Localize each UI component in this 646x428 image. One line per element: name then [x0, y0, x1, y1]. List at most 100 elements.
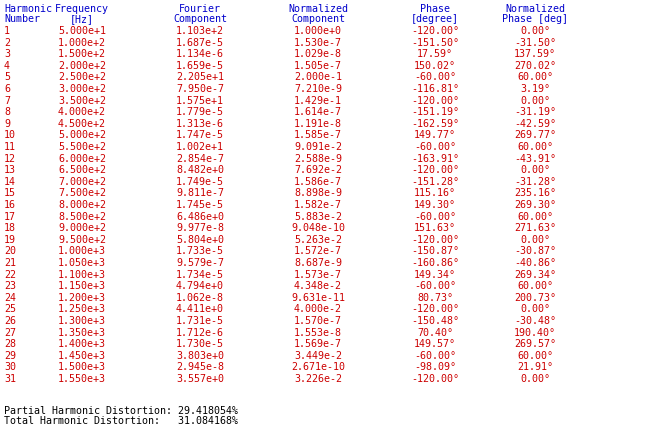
Text: 0.00°: 0.00° [520, 95, 550, 106]
Text: 1.585e-7: 1.585e-7 [294, 131, 342, 140]
Text: 6.486e+0: 6.486e+0 [176, 211, 224, 222]
Text: 5.000e+2: 5.000e+2 [58, 131, 106, 140]
Text: -30.87°: -30.87° [514, 247, 556, 256]
Text: 1.134e-6: 1.134e-6 [176, 49, 224, 59]
Text: 5.000e+1: 5.000e+1 [58, 26, 106, 36]
Text: 8: 8 [4, 107, 10, 117]
Text: 0.00°: 0.00° [520, 304, 550, 315]
Text: 149.57°: 149.57° [414, 339, 456, 349]
Text: 0.00°: 0.00° [520, 235, 550, 245]
Text: 1.250e+3: 1.250e+3 [58, 304, 106, 315]
Text: 17.59°: 17.59° [417, 49, 453, 59]
Text: 1.103e+2: 1.103e+2 [176, 26, 224, 36]
Text: 1.050e+3: 1.050e+3 [58, 258, 106, 268]
Text: -120.00°: -120.00° [411, 165, 459, 175]
Text: 9.000e+2: 9.000e+2 [58, 223, 106, 233]
Text: -162.59°: -162.59° [411, 119, 459, 129]
Text: 1.575e+1: 1.575e+1 [176, 95, 224, 106]
Text: Component: Component [173, 14, 227, 24]
Text: [degree]: [degree] [411, 14, 459, 24]
Text: 1.586e-7: 1.586e-7 [294, 177, 342, 187]
Text: 8.687e-9: 8.687e-9 [294, 258, 342, 268]
Text: -60.00°: -60.00° [414, 281, 456, 291]
Text: 1.582e-7: 1.582e-7 [294, 200, 342, 210]
Text: 9.500e+2: 9.500e+2 [58, 235, 106, 245]
Text: [Hz]: [Hz] [70, 14, 94, 24]
Text: 20: 20 [4, 247, 16, 256]
Text: 0.00°: 0.00° [520, 26, 550, 36]
Text: -160.86°: -160.86° [411, 258, 459, 268]
Text: 60.00°: 60.00° [517, 211, 553, 222]
Text: Frequency: Frequency [55, 4, 109, 14]
Text: -150.87°: -150.87° [411, 247, 459, 256]
Text: -116.81°: -116.81° [411, 84, 459, 94]
Text: 1.747e-5: 1.747e-5 [176, 131, 224, 140]
Text: 1.450e+3: 1.450e+3 [58, 351, 106, 361]
Text: 4.348e-2: 4.348e-2 [294, 281, 342, 291]
Text: 1.745e-5: 1.745e-5 [176, 200, 224, 210]
Text: 17: 17 [4, 211, 16, 222]
Text: Harmonic: Harmonic [4, 4, 52, 14]
Text: 1.570e-7: 1.570e-7 [294, 316, 342, 326]
Text: 3.19°: 3.19° [520, 84, 550, 94]
Text: 14: 14 [4, 177, 16, 187]
Text: 1.429e-1: 1.429e-1 [294, 95, 342, 106]
Text: 200.73°: 200.73° [514, 293, 556, 303]
Text: 1.614e-7: 1.614e-7 [294, 107, 342, 117]
Text: 151.63°: 151.63° [414, 223, 456, 233]
Text: 29: 29 [4, 351, 16, 361]
Text: 12: 12 [4, 154, 16, 163]
Text: -31.50°: -31.50° [514, 38, 556, 48]
Text: 26: 26 [4, 316, 16, 326]
Text: 1.100e+3: 1.100e+3 [58, 270, 106, 279]
Text: 21: 21 [4, 258, 16, 268]
Text: 1.749e-5: 1.749e-5 [176, 177, 224, 187]
Text: 115.16°: 115.16° [414, 188, 456, 199]
Text: 1.779e-5: 1.779e-5 [176, 107, 224, 117]
Text: -31.19°: -31.19° [514, 107, 556, 117]
Text: 1.553e-8: 1.553e-8 [294, 327, 342, 338]
Text: Normalized: Normalized [505, 4, 565, 14]
Text: -40.86°: -40.86° [514, 258, 556, 268]
Text: 2: 2 [4, 38, 10, 48]
Text: 270.02°: 270.02° [514, 61, 556, 71]
Text: 1.530e-7: 1.530e-7 [294, 38, 342, 48]
Text: 0.00°: 0.00° [520, 165, 550, 175]
Text: 25: 25 [4, 304, 16, 315]
Text: -60.00°: -60.00° [414, 142, 456, 152]
Text: 7: 7 [4, 95, 10, 106]
Text: 1.400e+3: 1.400e+3 [58, 339, 106, 349]
Text: 6.000e+2: 6.000e+2 [58, 154, 106, 163]
Text: -151.19°: -151.19° [411, 107, 459, 117]
Text: -60.00°: -60.00° [414, 72, 456, 83]
Text: 9.811e-7: 9.811e-7 [176, 188, 224, 199]
Text: Number: Number [4, 14, 40, 24]
Text: 1.505e-7: 1.505e-7 [294, 61, 342, 71]
Text: 4.411e+0: 4.411e+0 [176, 304, 224, 315]
Text: 30: 30 [4, 363, 16, 372]
Text: 149.34°: 149.34° [414, 270, 456, 279]
Text: Partial Harmonic Distortion: 29.418054%: Partial Harmonic Distortion: 29.418054% [4, 406, 238, 416]
Text: 60.00°: 60.00° [517, 281, 553, 291]
Text: 1.200e+3: 1.200e+3 [58, 293, 106, 303]
Text: 9.631e-11: 9.631e-11 [291, 293, 345, 303]
Text: 8.482e+0: 8.482e+0 [176, 165, 224, 175]
Text: Normalized: Normalized [288, 4, 348, 14]
Text: 1.191e-8: 1.191e-8 [294, 119, 342, 129]
Text: 15: 15 [4, 188, 16, 199]
Text: -120.00°: -120.00° [411, 374, 459, 384]
Text: -151.28°: -151.28° [411, 177, 459, 187]
Text: 1.000e+0: 1.000e+0 [294, 26, 342, 36]
Text: 9.091e-2: 9.091e-2 [294, 142, 342, 152]
Text: 7.000e+2: 7.000e+2 [58, 177, 106, 187]
Text: 2.854e-7: 2.854e-7 [176, 154, 224, 163]
Text: 2.500e+2: 2.500e+2 [58, 72, 106, 83]
Text: Phase: Phase [420, 4, 450, 14]
Text: 1.500e+3: 1.500e+3 [58, 363, 106, 372]
Text: 19: 19 [4, 235, 16, 245]
Text: -31.28°: -31.28° [514, 177, 556, 187]
Text: Phase [deg]: Phase [deg] [502, 14, 568, 24]
Text: Total Harmonic Distortion:   31.084168%: Total Harmonic Distortion: 31.084168% [4, 416, 238, 426]
Text: 9.048e-10: 9.048e-10 [291, 223, 345, 233]
Text: -163.91°: -163.91° [411, 154, 459, 163]
